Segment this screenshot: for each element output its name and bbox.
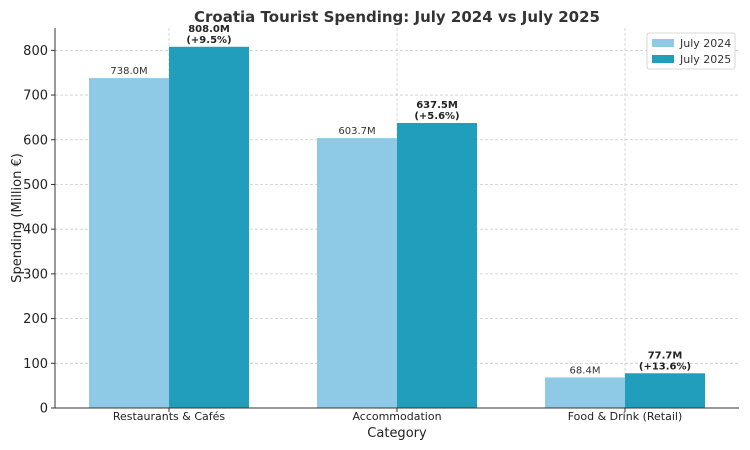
data-label-change: (+5.6%) [414, 111, 459, 122]
bar-july-2024 [89, 78, 169, 408]
data-label: 77.7M [648, 350, 683, 361]
data-label: 68.4M [570, 365, 601, 376]
legend: July 2024 July 2025 [646, 32, 736, 70]
bar-july-2025 [625, 373, 705, 408]
bar-july-2025 [169, 46, 249, 409]
y-tick-label: 100 [23, 357, 48, 372]
y-tick-label: 300 [23, 267, 48, 282]
x-tick-label: Food & Drink (Retail) [568, 410, 683, 423]
legend-label: July 2024 [679, 37, 731, 50]
data-label: 637.5M [416, 100, 458, 111]
x-tick-label: Accommodation [352, 410, 441, 423]
data-label-change: (+13.6%) [639, 361, 691, 372]
y-tick-label: 400 [23, 223, 48, 238]
y-tick-label: 200 [23, 312, 48, 327]
legend-label: July 2025 [679, 53, 731, 66]
x-tick-label: Restaurants & Cafés [113, 410, 226, 423]
data-label: 808.0M [188, 24, 230, 35]
y-tick-label: 600 [23, 133, 48, 148]
x-axis-label: Category [367, 426, 427, 441]
y-tick-label: 0 [40, 402, 48, 417]
bar-july-2024 [317, 138, 397, 408]
legend-swatch [652, 39, 674, 47]
data-label-change: (+9.5%) [186, 35, 231, 46]
y-tick-label: 500 [23, 178, 48, 193]
data-label: 738.0M [110, 66, 147, 77]
bars [89, 46, 705, 409]
y-axis-label: Spending (Million €) [10, 153, 25, 283]
data-labels: 738.0M 808.0M(+9.5%) 603.7M 637.5M(+5.6%) 68… [110, 24, 691, 377]
bar-july-2024 [545, 377, 625, 408]
bar-july-2025 [397, 123, 477, 408]
legend-swatch [652, 55, 674, 63]
chart-title: Croatia Tourist Spending: July 2024 vs J… [194, 8, 600, 26]
y-tick-label: 700 [23, 89, 48, 104]
y-tick-label: 800 [23, 44, 48, 59]
data-label: 603.7M [338, 126, 375, 137]
axes: 0 100 200 300 400 500 600 700 800 Restaurants & C… [23, 28, 739, 423]
